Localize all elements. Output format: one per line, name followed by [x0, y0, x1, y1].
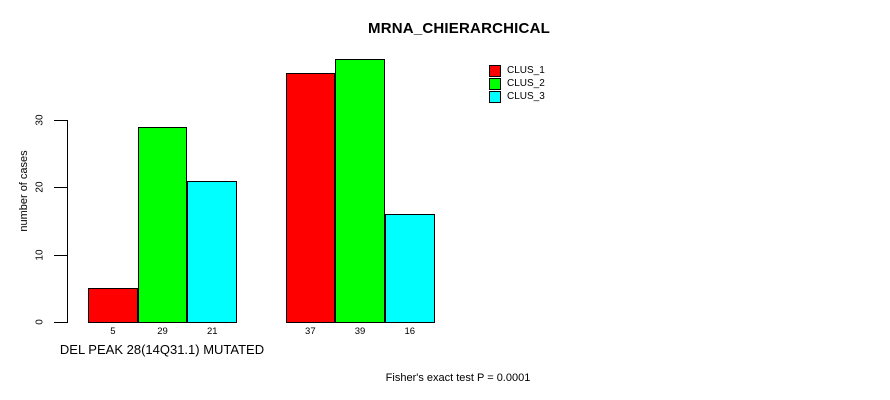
legend-label: CLUS_2	[507, 78, 545, 89]
y-axis-tick	[54, 322, 67, 323]
legend-item: CLUS_3	[489, 90, 545, 103]
legend-item: CLUS_1	[489, 64, 545, 77]
y-axis-tick	[54, 120, 67, 121]
legend-label: CLUS_1	[507, 65, 545, 76]
bar-value-label: 37	[305, 326, 316, 337]
y-tick-label: 0	[34, 319, 46, 325]
legend-swatch-clus2	[489, 77, 501, 90]
bar-clus_3-group2	[384, 214, 435, 323]
bar-clus_2-group1	[137, 126, 188, 323]
legend-label: CLUS_3	[507, 91, 545, 102]
y-tick-label: 20	[34, 181, 46, 193]
bar-value-label: 39	[354, 326, 366, 337]
bar-clus_2-group2	[335, 59, 385, 323]
bar-clus_1-group2	[285, 72, 336, 323]
y-tick-label: 30	[34, 114, 46, 126]
y-axis-label: number of cases	[18, 150, 30, 232]
y-axis-tick	[54, 187, 67, 189]
bar-clus_1-group1	[88, 288, 138, 323]
y-axis-tick	[54, 254, 67, 256]
legend-item: CLUS_2	[489, 77, 545, 90]
y-axis-line	[67, 120, 68, 323]
bar-value-label: 21	[206, 326, 218, 337]
stat-annotation: Fisher's exact test P = 0.0001	[385, 372, 531, 384]
bar-clus_3-group1	[187, 180, 238, 323]
x-group-label: DEL PEAK 28(14Q31.1) MUTATED	[59, 342, 265, 357]
bar-value-label: 5	[110, 326, 116, 337]
bar-value-label: 29	[157, 326, 168, 337]
legend: CLUS_1 CLUS_2 CLUS_3	[489, 64, 545, 103]
y-tick-label: 10	[34, 249, 46, 261]
bar-value-label: 16	[404, 326, 416, 337]
legend-swatch-clus3	[489, 90, 501, 103]
legend-swatch-clus1	[489, 64, 501, 77]
chart-title: MRNA_CHIERARCHICAL	[368, 20, 550, 37]
